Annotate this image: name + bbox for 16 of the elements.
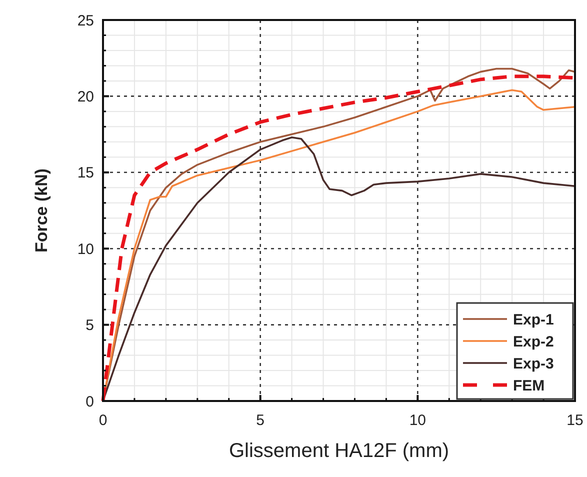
y-axis-title: Force (kN) [32, 168, 51, 253]
legend-label: Exp-3 [513, 355, 554, 372]
legend-label: Exp-1 [513, 311, 554, 328]
y-tick-label: 15 [77, 164, 94, 182]
x-tick-label: 10 [409, 412, 426, 429]
x-tick-label: 0 [98, 412, 108, 429]
x-tick-label: 5 [256, 412, 265, 429]
legend-label: FEM [513, 377, 545, 394]
y-tick-label: 20 [77, 88, 94, 106]
x-tick-label: 15 [566, 412, 584, 429]
y-tick-label: 10 [77, 240, 94, 258]
x-axis-title: Glissement HA12F (mm) [228, 440, 450, 462]
y-tick-label: 5 [86, 317, 94, 334]
y-tick-label: 0 [86, 393, 94, 410]
legend-label: Exp-2 [513, 333, 554, 350]
y-tick-label: 25 [77, 12, 94, 30]
